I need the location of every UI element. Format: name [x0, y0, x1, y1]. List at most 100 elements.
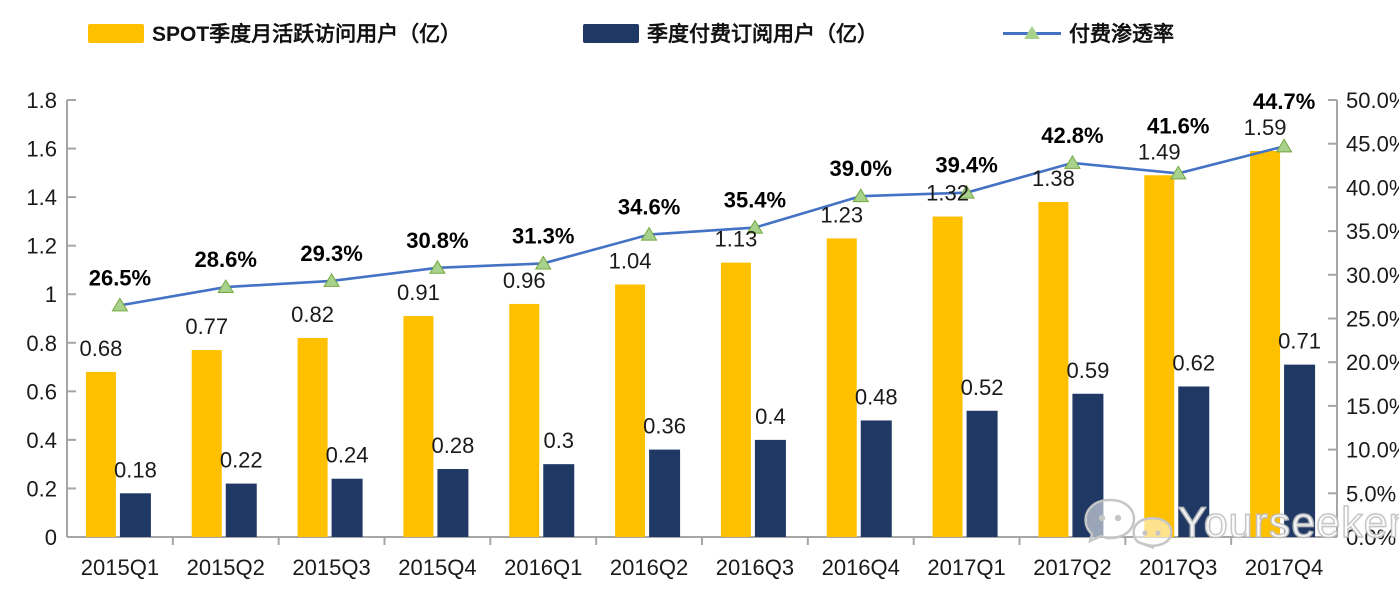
right-axis-tick-label: 50.0% [1346, 88, 1399, 113]
bar-value-label-subs: 0.52 [961, 375, 1004, 400]
bar-value-label-subs: 0.22 [220, 448, 263, 473]
bar-subs [649, 449, 681, 537]
bar-value-label-subs: 0.62 [1172, 350, 1215, 375]
right-axis-tick-label: 15.0% [1346, 394, 1399, 419]
line-marker-triangle-icon [746, 219, 764, 234]
legend-item-penetration[interactable]: 付费渗透率 [1003, 18, 1174, 48]
penetration-pct-label: 28.6% [195, 247, 257, 272]
bar-value-label-mau: 1.59 [1244, 115, 1287, 140]
bar-mau [297, 337, 328, 537]
legend-item-mau[interactable]: SPOT季度月活跃访问用户（亿） [88, 18, 461, 48]
x-axis-category-label: 2016Q4 [822, 555, 900, 580]
legend-triangle-marker-icon [1024, 25, 1040, 39]
mau-legend-swatch [88, 23, 144, 43]
bar-value-label-mau: 1.04 [609, 249, 652, 274]
left-axis-tick-label: 0.4 [26, 428, 57, 453]
penetration-pct-label: 34.6% [618, 195, 680, 220]
penetration-pct-label: 26.5% [89, 265, 151, 290]
right-axis-tick-label: 30.0% [1346, 263, 1399, 288]
penetration-line [119, 145, 1285, 307]
x-axis-category-label: 2015Q2 [187, 555, 265, 580]
right-axis-tick-label: 10.0% [1346, 438, 1399, 463]
bar-subs [860, 420, 892, 537]
right-axis-tick-label: 5.0% [1346, 481, 1396, 506]
bar-mau [191, 350, 222, 537]
penetration-pct-label: 39.4% [935, 153, 997, 178]
bar-value-label-mau: 1.23 [820, 202, 863, 227]
right-axis-tick-label: 40.0% [1346, 175, 1399, 200]
line-marker-triangle-icon [958, 184, 975, 199]
x-axis-category-label: 2016Q3 [716, 555, 794, 580]
bar-mau [403, 316, 434, 537]
bar-subs [1178, 386, 1210, 537]
bar-value-label-subs: 0.71 [1278, 329, 1321, 354]
bar-subs [225, 483, 257, 537]
bar-value-label-subs: 0.28 [432, 433, 475, 458]
penetration-pct-label: 44.7% [1253, 89, 1315, 114]
bar-mau [1144, 175, 1175, 537]
penetration-pct-label: 35.4% [724, 188, 786, 213]
subs-legend-swatch [583, 23, 639, 43]
line-marker-triangle-icon [1169, 165, 1187, 180]
left-axis-tick-label: 1.4 [26, 185, 57, 210]
line-marker-triangle-icon [323, 272, 340, 287]
bar-value-label-mau: 0.77 [185, 314, 228, 339]
x-axis-category-label: 2015Q1 [81, 555, 159, 580]
bar-subs [1072, 393, 1104, 537]
penetration-pct-label: 39.0% [830, 156, 892, 181]
right-axis-tick-label: 20.0% [1346, 350, 1399, 375]
penetration-pct-label: 30.8% [406, 228, 468, 253]
legend-item-subs[interactable]: 季度付费订阅用户（亿） [583, 18, 878, 48]
bar-mau [615, 284, 646, 537]
line-marker-triangle-icon [534, 255, 552, 270]
bar-value-label-mau: 0.91 [397, 280, 440, 305]
bar-subs [966, 410, 998, 537]
right-axis-tick-label: 0.0% [1346, 525, 1396, 550]
penetration-pct-label: 29.3% [300, 241, 362, 266]
legend-label-mau: SPOT季度月活跃访问用户（亿） [152, 23, 462, 46]
line-marker-triangle-icon [429, 259, 446, 274]
bar-value-label-mau: 0.68 [80, 336, 123, 361]
bar-mau [932, 216, 963, 538]
legend-label-penetration: 付费渗透率 [1069, 23, 1174, 46]
right-axis-tick-label: 35.0% [1346, 219, 1399, 244]
bar-subs [119, 493, 151, 537]
line-marker-triangle-icon [640, 226, 658, 241]
right-axis-tick-label: 25.0% [1346, 307, 1399, 332]
bar-value-label-subs: 0.36 [643, 414, 686, 439]
right-axis-tick-label: 45.0% [1346, 132, 1399, 157]
line-marker-triangle-icon [852, 188, 870, 203]
bar-value-label-mau: 1.49 [1138, 139, 1181, 164]
left-axis-tick-label: 1.8 [26, 88, 57, 113]
line-marker-triangle-icon [1275, 138, 1293, 153]
bar-value-label-subs: 0.4 [755, 404, 786, 429]
left-axis-tick-label: 1.2 [26, 234, 57, 259]
bar-value-label-mau: 1.38 [1032, 166, 1075, 191]
bar-value-label-subs: 0.48 [855, 384, 898, 409]
bar-value-label-mau: 0.82 [291, 302, 334, 327]
left-axis-tick-label: 1.6 [26, 137, 57, 162]
left-axis-tick-label: 0.8 [26, 331, 57, 356]
left-axis-tick-label: 1 [45, 282, 57, 307]
left-axis-tick-label: 0.2 [26, 476, 57, 501]
legend-label-subs: 季度付费订阅用户（亿） [647, 23, 878, 46]
left-axis-tick-label: 0.6 [26, 379, 57, 404]
bar-mau [509, 303, 540, 537]
bar-mau [720, 262, 751, 537]
x-axis-category-label: 2017Q2 [1033, 555, 1111, 580]
bar-subs [1284, 364, 1316, 537]
x-axis-category-label: 2016Q1 [504, 555, 582, 580]
bar-mau [85, 371, 116, 537]
bar-value-label-subs: 0.59 [1067, 358, 1110, 383]
x-axis-category-label: 2017Q1 [927, 555, 1005, 580]
bar-mau [826, 238, 857, 537]
x-axis-category-label: 2015Q4 [398, 555, 476, 580]
bar-subs [754, 439, 786, 537]
bar-value-label-mau: 1.32 [926, 181, 969, 206]
x-axis-category-label: 2017Q3 [1139, 555, 1217, 580]
bar-subs [437, 469, 469, 537]
x-axis-category-label: 2015Q3 [292, 555, 370, 580]
bar-value-label-subs: 0.24 [326, 443, 369, 468]
line-marker-triangle-icon [217, 279, 235, 294]
bar-subs [331, 478, 363, 537]
